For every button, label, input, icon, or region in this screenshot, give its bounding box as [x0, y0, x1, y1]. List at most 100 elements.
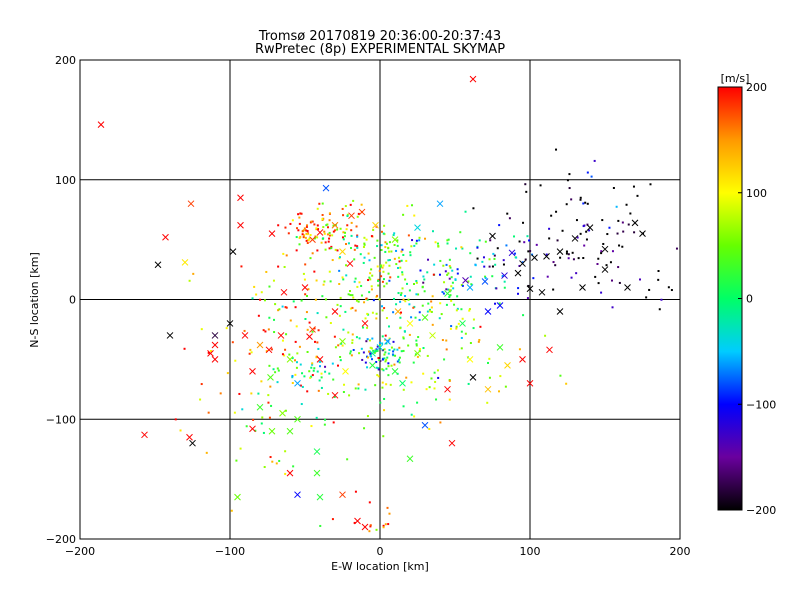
- point-x-marker: [294, 379, 301, 387]
- point-dot: [350, 234, 353, 237]
- point-dot: [565, 203, 568, 206]
- point-dot: [474, 264, 477, 267]
- point-dot: [415, 293, 418, 296]
- point-dot: [422, 275, 425, 278]
- point-dot: [381, 335, 384, 338]
- point-dot: [313, 270, 316, 273]
- point-dot: [369, 352, 372, 355]
- point-dot: [385, 367, 388, 370]
- point-dot: [365, 340, 368, 343]
- point-dot: [446, 242, 449, 245]
- point-dot: [381, 358, 384, 361]
- point-dot: [375, 360, 378, 363]
- point-dot: [399, 316, 402, 319]
- point-dot: [405, 259, 408, 262]
- point-dot: [337, 344, 340, 347]
- marker-stroke: [187, 200, 195, 208]
- point-dot: [303, 375, 306, 378]
- point-dot: [377, 367, 380, 370]
- point-dot: [209, 350, 212, 353]
- point-dot: [484, 277, 487, 280]
- y-axis-label: N-S location [km]: [28, 252, 41, 348]
- point-dot: [234, 359, 237, 362]
- point-x-marker: [316, 229, 324, 236]
- point-x-marker: [342, 367, 349, 375]
- point-dot: [608, 226, 611, 229]
- marker-stroke: [508, 249, 516, 257]
- point-x-marker: [97, 121, 105, 129]
- point-dot: [356, 285, 359, 288]
- point-dot: [579, 198, 582, 201]
- point-dot: [231, 341, 234, 344]
- point-dot: [348, 394, 351, 397]
- point-dot: [343, 235, 346, 238]
- point-dot: [404, 295, 407, 298]
- point-dot: [616, 232, 619, 235]
- point-dot: [328, 372, 331, 375]
- point-dot: [324, 365, 327, 368]
- point-dot: [317, 347, 320, 350]
- point-dot: [356, 234, 359, 237]
- point-dot: [305, 225, 308, 228]
- point-dot: [464, 210, 467, 213]
- point-dot: [332, 378, 335, 381]
- point-dot: [327, 240, 330, 243]
- point-x-marker: [406, 455, 414, 463]
- point-dot: [285, 306, 288, 309]
- point-dot: [304, 317, 307, 320]
- point-dot: [382, 278, 385, 281]
- point-dot: [341, 276, 344, 279]
- point-dot: [518, 240, 521, 243]
- marker-stroke: [414, 224, 421, 232]
- point-dot: [625, 203, 628, 206]
- point-dot: [331, 234, 334, 237]
- point-dot: [331, 518, 334, 521]
- marker-stroke: [358, 208, 366, 216]
- point-dot: [387, 374, 390, 377]
- point-dot: [382, 270, 385, 273]
- point-dot: [333, 335, 336, 338]
- point-dot: [399, 327, 402, 330]
- point-dot: [341, 344, 344, 347]
- point-dot: [484, 275, 487, 278]
- x-tick-label: 100: [520, 545, 541, 558]
- point-dot: [601, 219, 604, 222]
- point-dot: [368, 339, 371, 342]
- point-dot: [486, 401, 489, 404]
- point-dot: [433, 263, 436, 266]
- chart-subtitle: RwPretec (8p) EXPERIMENTAL SKYMAP: [255, 42, 505, 57]
- point-dot: [230, 509, 233, 512]
- point-dot: [400, 292, 403, 295]
- point-dot: [366, 366, 369, 369]
- point-x-marker: [496, 344, 504, 351]
- point-dot: [398, 361, 401, 364]
- point-dot: [267, 328, 270, 331]
- point-dot: [449, 327, 452, 330]
- point-dot: [402, 337, 405, 340]
- point-dot: [667, 286, 670, 289]
- point-x-marker: [508, 249, 516, 257]
- point-dot: [351, 341, 354, 344]
- point-x-marker: [466, 284, 474, 291]
- marker-stroke: [241, 332, 249, 339]
- point-x-marker: [331, 391, 339, 399]
- point-dot: [410, 245, 413, 248]
- point-dot: [377, 284, 380, 287]
- point-dot: [387, 259, 390, 262]
- colorbar-tick-label: 0: [746, 293, 753, 306]
- point-x-marker: [556, 248, 564, 255]
- point-dot: [345, 243, 348, 246]
- point-dot: [269, 456, 272, 459]
- point-dot: [284, 472, 287, 475]
- point-x-marker: [531, 254, 538, 261]
- point-dot: [307, 288, 310, 291]
- point-dot: [396, 348, 399, 351]
- point-x-marker: [313, 469, 321, 477]
- point-dot: [436, 369, 439, 372]
- point-dot: [323, 423, 326, 426]
- point-dot: [238, 392, 241, 395]
- point-x-marker: [313, 448, 321, 455]
- point-dot: [576, 236, 579, 239]
- point-dot: [301, 233, 304, 236]
- point-dot: [346, 458, 349, 461]
